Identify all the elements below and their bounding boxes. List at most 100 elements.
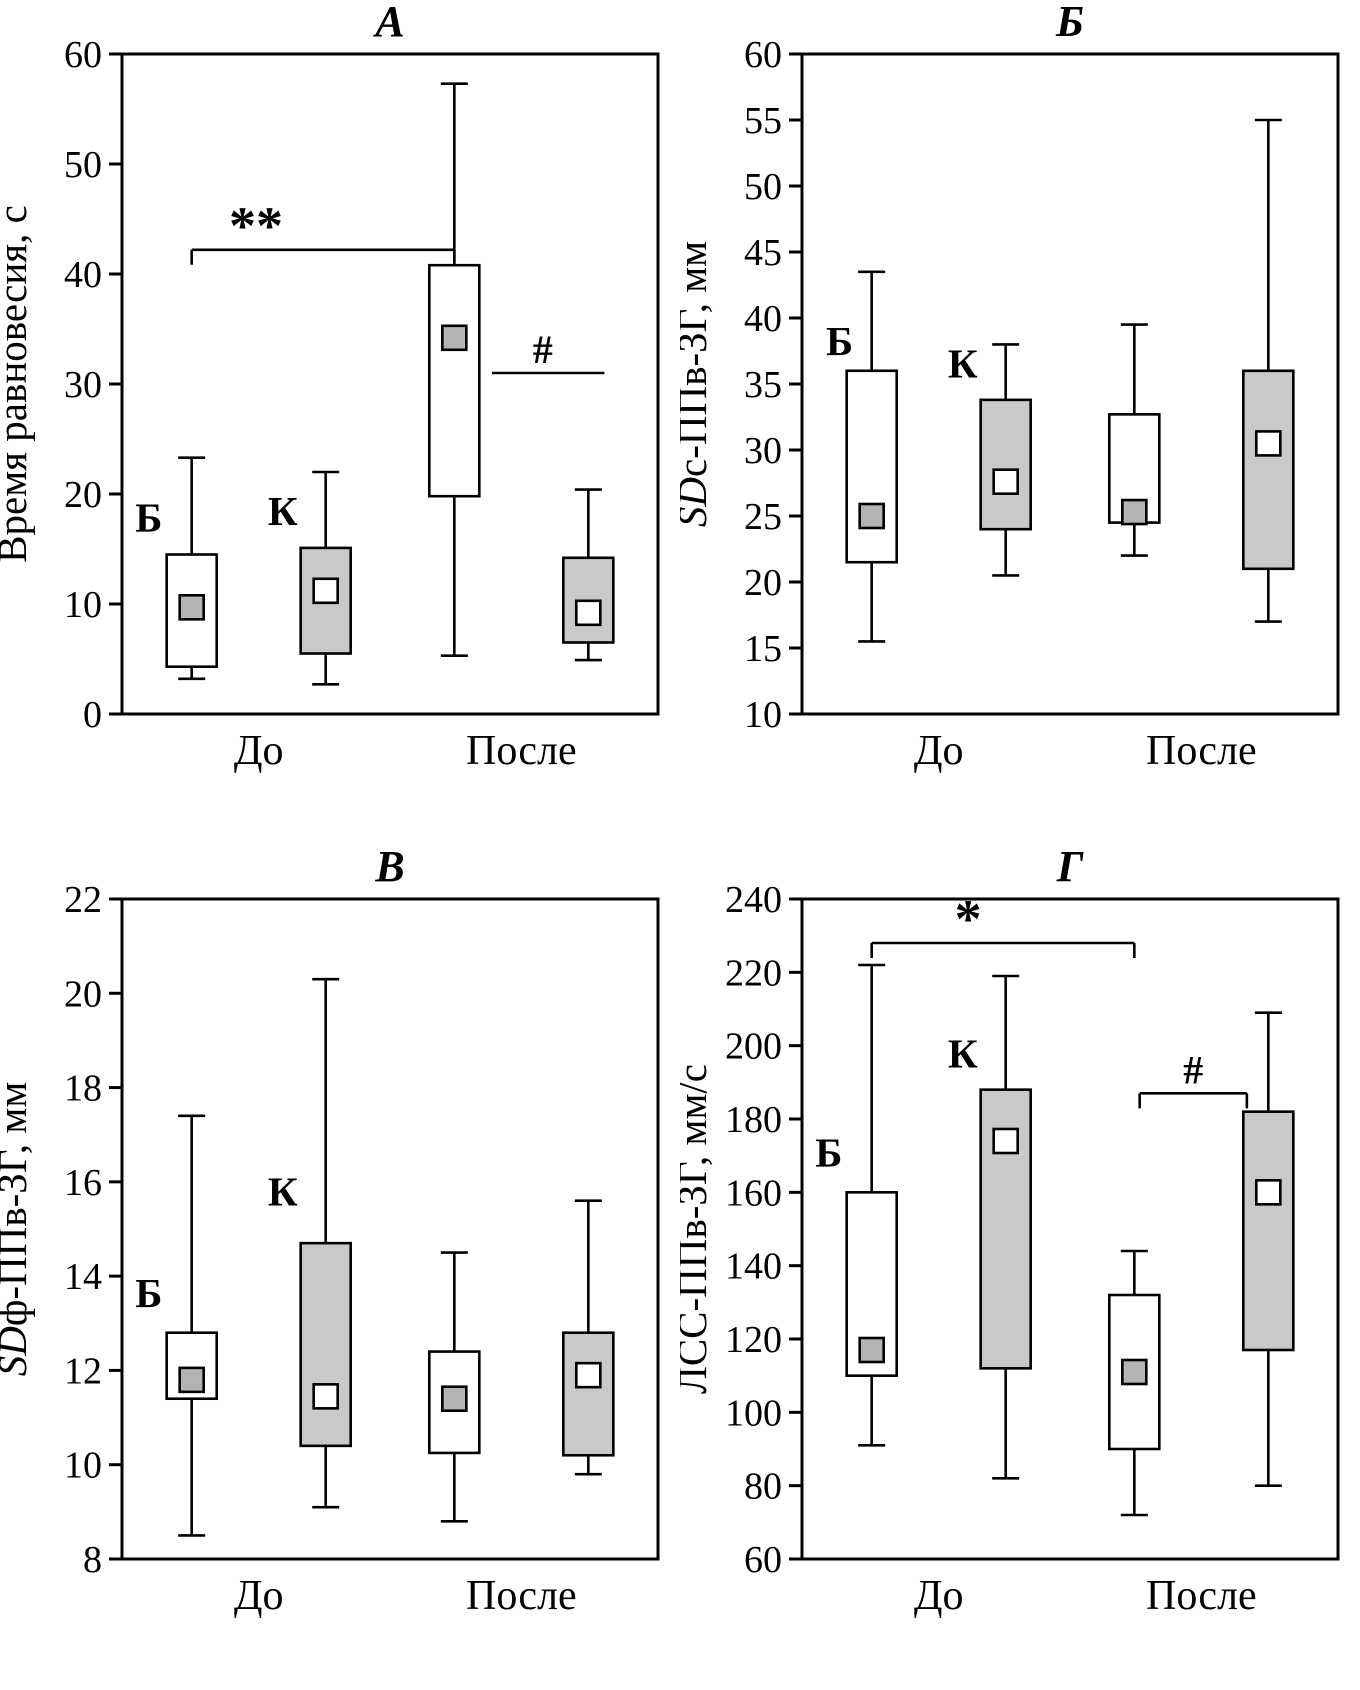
- y-tick-label: 18: [64, 1068, 102, 1110]
- x-tick-label: После: [1146, 728, 1257, 774]
- y-tick-label: 14: [64, 1256, 102, 1298]
- panel-g-lss-ppv: 60 80 100 120 140 160 180 200 220 240 Г ЛСС-ППв-ЗГ,…: [680, 845, 1360, 1690]
- boxplot-svg-G: 60 80 100 120 140 160 180 200 220 240 Г ЛСС-ППв-ЗГ,…: [680, 845, 1340, 1619]
- series-label-Б: Б: [135, 1270, 162, 1316]
- box-К-После: [1242, 118, 1295, 623]
- y-tick-label: 160: [725, 1172, 782, 1214]
- series-label-Б: Б: [135, 494, 162, 540]
- box-К-После: [562, 1199, 615, 1476]
- y-tick-label: 100: [725, 1392, 782, 1434]
- boxplot-svg-V: 8 10 12 14 16 18 20 22 В SDф-ППв-ЗГ, мм До После Б К: [0, 845, 660, 1619]
- iqr-box: [1242, 1110, 1295, 1352]
- box-Б-После: [428, 82, 481, 658]
- significance-annotation: **: [190, 196, 456, 265]
- x-tick-label: До: [914, 728, 964, 774]
- x-tick-label: После: [466, 728, 577, 774]
- panel-b-sds-ppv: 10 15 20 25 30 35 40 45 50 55 60 Б SDс-ППв-ЗГ, мм До П…: [680, 0, 1360, 845]
- median-marker: [858, 502, 885, 530]
- boxplot-svg-B: 10 15 20 25 30 35 40 45 50 55 60 Б SDс-ППв-ЗГ, мм До П…: [680, 0, 1340, 774]
- plot-border: [120, 897, 660, 1561]
- x-tick-label: До: [234, 1573, 284, 1619]
- median-marker: [441, 1385, 468, 1413]
- y-tick-label: 35: [744, 364, 782, 406]
- median-marker: [312, 1383, 339, 1410]
- y-tick-label: 10: [64, 1445, 102, 1487]
- iqr-box: [845, 369, 898, 564]
- iqr-box: [562, 1331, 615, 1457]
- median-marker: [1255, 1179, 1282, 1206]
- median-marker: [1121, 1358, 1148, 1386]
- y-tick-label: 140: [725, 1246, 782, 1288]
- y-axis-label: SDс-ППв-ЗГ, мм: [680, 241, 715, 527]
- panel-title: А: [372, 0, 404, 46]
- y-axis-label: ЛСС-ППв-ЗГ, мм/с: [680, 1064, 715, 1394]
- y-tick-label: 55: [744, 100, 782, 142]
- y-tick-label: 0: [83, 694, 102, 736]
- significance-label: #: [1183, 1047, 1203, 1092]
- y-tick-label: 200: [725, 1026, 782, 1068]
- series-label-Б: Б: [826, 318, 853, 364]
- y-tick-label: 15: [744, 628, 782, 670]
- boxplot-svg-A: 0 10 20 30 40 50 60 А Время равновесия, с До После…: [0, 0, 660, 774]
- y-tick-label: 60: [64, 34, 102, 76]
- median-marker: [992, 1127, 1019, 1155]
- y-tick-label: 30: [64, 364, 102, 406]
- y-tick-label: 10: [744, 694, 782, 736]
- significance-label: *: [955, 889, 982, 949]
- iqr-box: [979, 398, 1032, 531]
- y-tick-label: 16: [64, 1162, 102, 1204]
- box-К-После: [1242, 1011, 1295, 1487]
- box-К-До: [299, 977, 352, 1509]
- median-marker: [178, 593, 205, 621]
- y-tick-label: 20: [64, 474, 102, 516]
- median-marker: [441, 324, 468, 352]
- y-tick-label: 20: [64, 973, 102, 1015]
- series-label-К: К: [948, 340, 978, 386]
- x-tick-label: До: [234, 728, 284, 774]
- box-Б-После: [428, 1251, 481, 1523]
- y-tick-label: 10: [64, 584, 102, 626]
- y-tick-label: 30: [744, 430, 782, 472]
- y-tick-label: 22: [64, 879, 102, 921]
- box-Б-До: [165, 456, 218, 681]
- median-marker: [1121, 498, 1148, 526]
- panel-title: Б: [1055, 0, 1084, 46]
- panel-a-time-of-balance: 0 10 20 30 40 50 60 А Время равновесия, с До После…: [0, 0, 680, 845]
- y-tick-label: 50: [64, 144, 102, 186]
- y-tick-label: 20: [744, 562, 782, 604]
- panel-v-sdf-ppv: 8 10 12 14 16 18 20 22 В SDф-ППв-ЗГ, мм До После Б К: [0, 845, 680, 1690]
- y-tick-label: 80: [744, 1466, 782, 1508]
- iqr-box: [428, 1350, 481, 1455]
- y-tick-label: 25: [744, 496, 782, 538]
- y-tick-label: 12: [64, 1350, 102, 1392]
- significance-annotation: *: [870, 889, 1136, 958]
- x-tick-label: После: [1146, 1573, 1257, 1619]
- box-Б-После: [1108, 1249, 1161, 1517]
- y-tick-label: 8: [83, 1539, 102, 1581]
- iqr-box: [299, 1241, 352, 1448]
- x-tick-label: До: [914, 1573, 964, 1619]
- y-axis-label: SDф-ППв-ЗГ, мм: [0, 1082, 35, 1377]
- box-К-До: [979, 974, 1032, 1480]
- iqr-box: [428, 263, 481, 498]
- y-tick-label: 50: [744, 166, 782, 208]
- y-tick-label: 120: [725, 1319, 782, 1361]
- significance-annotation: #: [1138, 1047, 1249, 1109]
- y-tick-label: 220: [725, 952, 782, 994]
- iqr-box: [299, 546, 352, 655]
- plot-border: [800, 897, 1340, 1561]
- y-tick-label: 60: [744, 34, 782, 76]
- box-Б-До: [845, 963, 898, 1447]
- box-К-После: [562, 488, 615, 662]
- series-label-К: К: [268, 1168, 298, 1214]
- series-label-К: К: [268, 488, 298, 534]
- series-label-К: К: [948, 1031, 978, 1077]
- median-marker: [992, 468, 1019, 495]
- box-Б-После: [1108, 323, 1161, 557]
- box-Б-До: [165, 1114, 218, 1537]
- y-axis-label: Время равновесия, с: [0, 205, 35, 563]
- median-marker: [575, 599, 602, 627]
- y-tick-label: 40: [744, 298, 782, 340]
- median-marker: [858, 1336, 885, 1364]
